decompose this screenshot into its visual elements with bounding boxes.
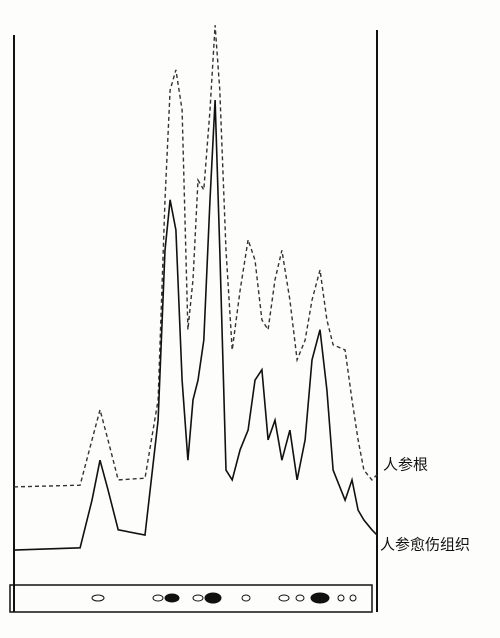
tlc-spots <box>92 593 356 603</box>
legend-label: 人参愈伤组织 <box>380 536 470 554</box>
trace <box>14 25 377 487</box>
chart: 人参根 人参愈伤组织 <box>0 0 500 638</box>
trace <box>14 100 377 550</box>
legend-label: 人参根 <box>383 456 428 474</box>
